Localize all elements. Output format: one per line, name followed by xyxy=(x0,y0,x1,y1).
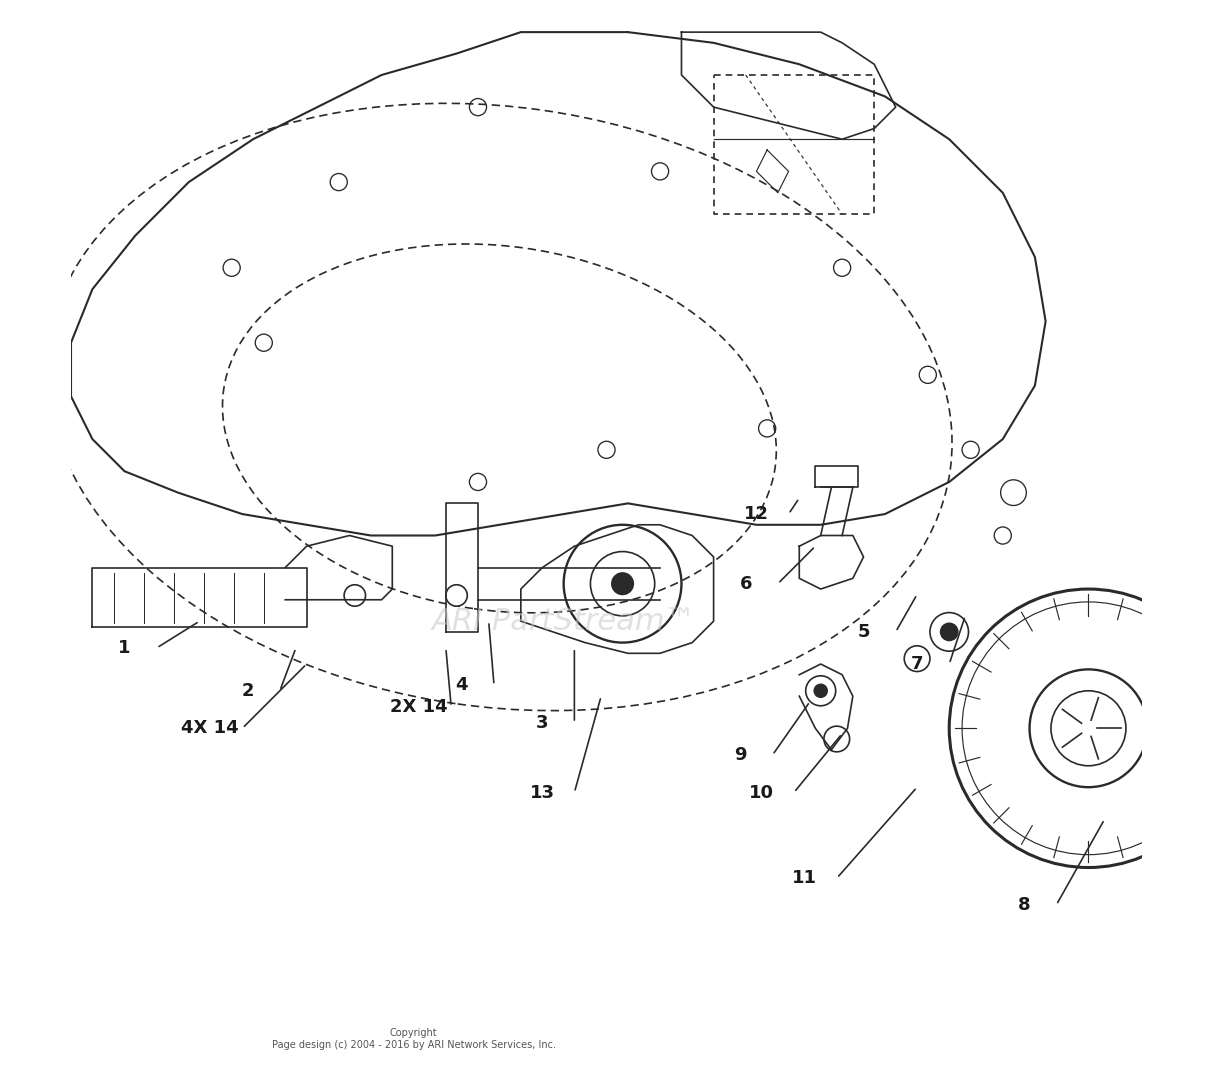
Text: 8: 8 xyxy=(1018,896,1031,914)
Circle shape xyxy=(446,585,467,606)
Text: ARI PartStream™: ARI PartStream™ xyxy=(432,606,696,636)
Text: 5: 5 xyxy=(858,623,870,640)
Text: 13: 13 xyxy=(530,784,554,801)
Text: 4: 4 xyxy=(456,677,468,694)
Text: 2: 2 xyxy=(241,682,254,699)
Text: 1: 1 xyxy=(119,639,131,657)
Text: 12: 12 xyxy=(744,506,769,523)
Text: 6: 6 xyxy=(740,575,752,592)
Text: 7: 7 xyxy=(911,655,923,673)
Circle shape xyxy=(814,684,827,697)
Circle shape xyxy=(611,573,633,594)
Text: 3: 3 xyxy=(536,714,548,731)
Text: Copyright
Page design (c) 2004 - 2016 by ARI Network Services, Inc.: Copyright Page design (c) 2004 - 2016 by… xyxy=(272,1028,556,1050)
Text: 9: 9 xyxy=(734,746,747,764)
Text: 4X 14: 4X 14 xyxy=(182,720,239,737)
Circle shape xyxy=(344,585,365,606)
Text: 11: 11 xyxy=(792,870,818,887)
Circle shape xyxy=(940,623,958,640)
Text: 2X 14: 2X 14 xyxy=(391,698,448,715)
Text: 10: 10 xyxy=(750,784,774,801)
